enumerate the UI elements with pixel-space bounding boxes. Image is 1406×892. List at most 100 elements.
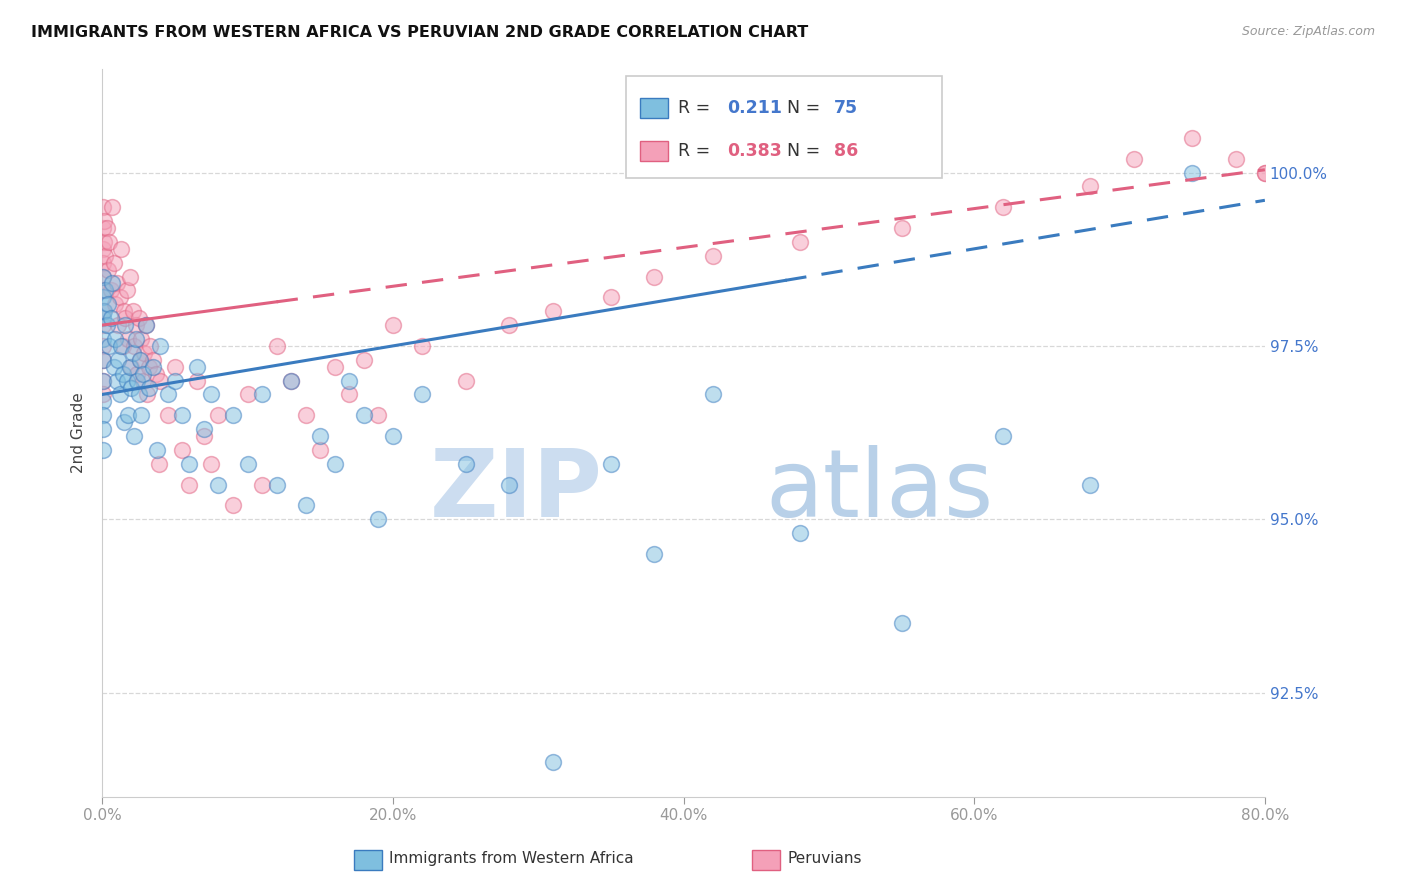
Point	[266, 339, 288, 353]
Point	[1225, 152, 1247, 166]
Text: 0.383: 0.383	[727, 142, 782, 160]
Y-axis label: 2nd Grade: 2nd Grade	[72, 392, 86, 473]
Point	[100, 311, 122, 326]
Point	[110, 242, 132, 256]
Point	[643, 269, 665, 284]
Point	[309, 429, 332, 443]
Point	[138, 380, 160, 394]
Point	[1080, 179, 1102, 194]
Text: atlas: atlas	[765, 445, 993, 537]
Point	[107, 352, 129, 367]
Point	[111, 339, 134, 353]
Point	[91, 318, 114, 332]
Point	[353, 352, 375, 367]
Point	[200, 457, 222, 471]
Point	[111, 367, 134, 381]
Point	[128, 311, 150, 326]
Text: N =: N =	[787, 142, 827, 160]
Point	[91, 332, 114, 346]
Point	[117, 332, 139, 346]
Point	[337, 374, 360, 388]
Point	[91, 409, 114, 423]
Point	[118, 359, 141, 374]
Point	[142, 359, 165, 374]
Point	[236, 387, 259, 401]
Point	[200, 387, 222, 401]
Point	[129, 352, 152, 367]
Point	[643, 547, 665, 561]
Point	[1254, 165, 1277, 179]
Point	[91, 394, 114, 409]
Text: Immigrants from Western Africa: Immigrants from Western Africa	[389, 851, 634, 865]
Point	[280, 374, 302, 388]
Point	[105, 374, 128, 388]
Point	[91, 352, 114, 367]
Point	[599, 457, 621, 471]
Point	[98, 235, 121, 249]
Point	[145, 367, 167, 381]
Point	[91, 352, 114, 367]
Point	[91, 311, 114, 326]
Point	[91, 422, 114, 436]
Point	[91, 374, 114, 388]
Point	[1080, 477, 1102, 491]
Point	[353, 409, 375, 423]
Point	[124, 318, 146, 332]
Point	[294, 499, 316, 513]
Point	[132, 367, 155, 381]
Point	[411, 339, 433, 353]
Point	[1181, 131, 1204, 145]
Point	[294, 409, 316, 423]
Point	[91, 269, 114, 284]
Point	[112, 304, 135, 318]
Point	[222, 499, 245, 513]
Text: R =: R =	[678, 142, 716, 160]
Point	[266, 477, 288, 491]
Point	[454, 457, 477, 471]
Point	[250, 477, 273, 491]
Point	[367, 409, 389, 423]
Point	[702, 249, 724, 263]
Point	[323, 457, 346, 471]
Point	[1123, 152, 1146, 166]
Point	[156, 409, 179, 423]
Point	[115, 284, 138, 298]
Point	[91, 221, 114, 235]
Point	[541, 755, 564, 769]
Point	[1181, 165, 1204, 179]
Text: N =: N =	[787, 99, 827, 117]
Point	[163, 374, 186, 388]
Point	[139, 339, 162, 353]
Point	[207, 409, 229, 423]
Point	[124, 332, 146, 346]
Point	[104, 332, 127, 346]
Point	[131, 332, 153, 346]
Point	[98, 339, 121, 353]
Point	[107, 318, 129, 332]
Point	[179, 457, 201, 471]
Point	[367, 512, 389, 526]
Point	[103, 256, 125, 270]
Point	[498, 318, 520, 332]
Point	[108, 290, 131, 304]
Point	[207, 477, 229, 491]
Point	[93, 235, 115, 249]
Point	[94, 249, 117, 263]
Point	[135, 318, 157, 332]
Text: 75: 75	[834, 99, 858, 117]
Point	[236, 457, 259, 471]
Point	[599, 290, 621, 304]
Point	[179, 477, 201, 491]
Point	[114, 318, 136, 332]
Point	[132, 374, 155, 388]
Point	[117, 409, 139, 423]
Point	[323, 359, 346, 374]
Point	[131, 409, 153, 423]
Point	[104, 297, 127, 311]
Point	[193, 422, 215, 436]
Point	[337, 387, 360, 401]
Point	[97, 297, 120, 311]
Point	[91, 442, 114, 457]
Point	[454, 374, 477, 388]
Point	[94, 284, 117, 298]
